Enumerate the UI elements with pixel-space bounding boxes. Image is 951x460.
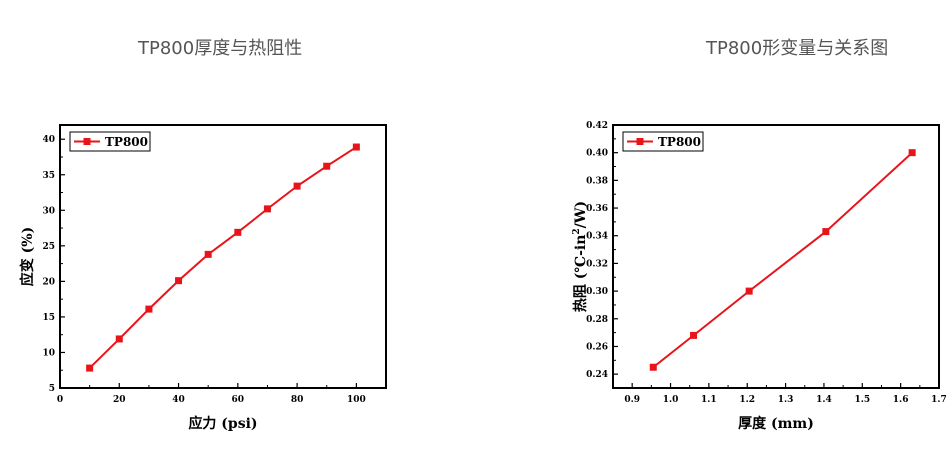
data-point-marker: [115, 335, 123, 343]
legend-box: [69, 131, 151, 152]
x-tick-label: 0: [57, 395, 63, 405]
y-axis-title: 应变 (%): [19, 227, 36, 286]
x-tick-label: 1.7: [931, 395, 947, 405]
y-tick-label: 0.26: [586, 342, 608, 352]
y-tick-label: 0.32: [586, 259, 608, 269]
y-tick-label: 10: [42, 348, 55, 358]
y-tick-label: 35: [42, 171, 55, 181]
y-tick-label: 40: [42, 135, 55, 145]
legend-label: TP800: [105, 135, 148, 149]
legend-label: TP800: [658, 135, 701, 149]
legend-box: [622, 131, 704, 152]
x-tick-label: 80: [291, 395, 304, 405]
x-tick-label: 1.5: [854, 395, 870, 405]
data-point-marker: [745, 287, 753, 295]
x-tick-label: 1.4: [816, 395, 832, 405]
y-tick-label: 5: [49, 384, 55, 394]
x-tick-label: 1.1: [701, 395, 717, 405]
y-tick-label: 0.38: [586, 176, 608, 186]
x-tick-label: 1.2: [739, 395, 755, 405]
y-tick-label: 0.34: [586, 232, 608, 242]
legend-marker: [636, 138, 644, 145]
data-point-marker: [649, 363, 657, 371]
x-tick-label: 60: [232, 395, 245, 405]
x-tick-label: 1.3: [778, 395, 794, 405]
plot-frame: [59, 124, 387, 389]
y-axis-title: 热阻 (℃-in2/W): [572, 201, 589, 312]
data-point-marker: [263, 205, 271, 213]
data-point-marker: [145, 305, 153, 313]
series-line: [88, 146, 357, 369]
data-point-marker: [293, 182, 301, 190]
left-chart-heading: TP800厚度与热阻性: [138, 38, 303, 59]
y-tick-label: 30: [42, 206, 55, 216]
y-tick-label: 0.28: [586, 315, 608, 325]
y-tick-label: 20: [42, 277, 55, 287]
x-tick-label: 40: [172, 395, 185, 405]
data-point-marker: [908, 149, 916, 157]
y-tick-label: 0.42: [586, 121, 608, 131]
x-axis-title: 厚度 (mm): [738, 415, 814, 432]
x-tick-label: 0.9: [624, 395, 640, 405]
y-tick-label: 15: [42, 313, 55, 323]
data-point-marker: [175, 277, 183, 285]
x-tick-label: 1.6: [893, 395, 909, 405]
data-point-marker: [204, 250, 212, 258]
y-tick-label: 0.36: [586, 204, 608, 214]
x-tick-label: 100: [347, 395, 366, 405]
legend-marker: [83, 138, 91, 145]
data-point-marker: [352, 143, 360, 151]
x-tick-label: 20: [113, 395, 126, 405]
y-tick-label: 0.40: [586, 149, 608, 159]
data-point-marker: [234, 228, 242, 236]
x-tick-label: 1.0: [663, 395, 679, 405]
y-tick-label: 0.30: [586, 287, 608, 297]
y-tick-label: 25: [42, 242, 55, 252]
data-point-marker: [690, 331, 698, 339]
y-tick-label: 0.24: [586, 370, 608, 380]
x-axis-title: 应力 (psi): [188, 415, 257, 432]
right-chart-heading: TP800形变量与关系图: [706, 38, 889, 59]
plot-frame: [612, 124, 940, 389]
data-point-marker: [323, 162, 331, 170]
data-point-marker: [822, 228, 830, 236]
data-point-marker: [86, 364, 94, 372]
